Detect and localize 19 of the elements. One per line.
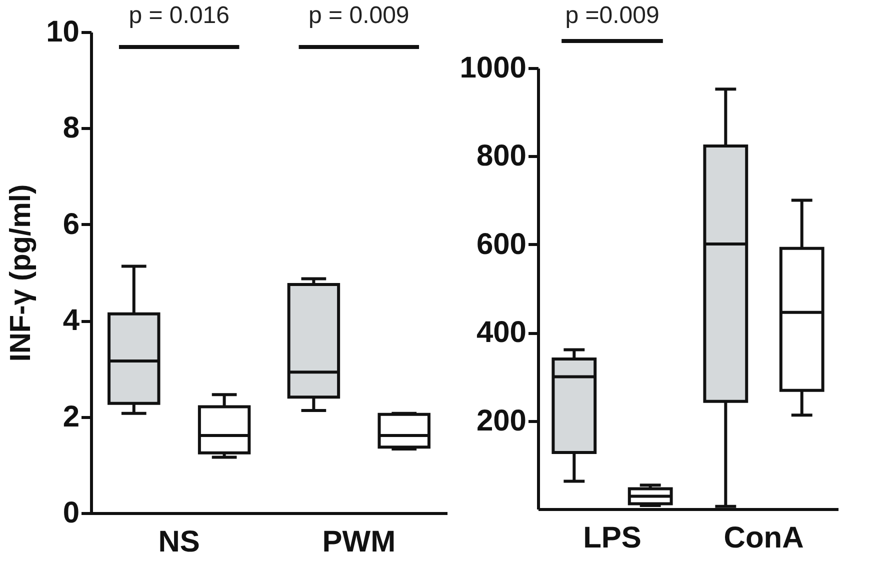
y-tick-label: 10 [46, 16, 80, 48]
y-tick-label: 4 [62, 304, 80, 338]
y-tick-label: 200 [476, 404, 526, 438]
text: p = 0.016 [128, 2, 230, 29]
y-tick-label: 1000 [460, 52, 526, 84]
y-tick-label: 6 [62, 208, 80, 241]
x-tick-label: ConA [724, 522, 804, 554]
y-tick-label: 0 [62, 496, 80, 530]
y-tick-label: 800 [476, 140, 526, 173]
x-tick-label: PWM [322, 526, 396, 558]
y-tick-label: 600 [476, 228, 526, 261]
y-tick-label: 8 [62, 112, 80, 145]
text: p = 0.009 [308, 2, 410, 29]
y-tick-label: 2 [62, 400, 80, 434]
x-tick-label: NS [158, 526, 200, 558]
y-axis-title: INF-γ (pg/ml) [5, 184, 38, 362]
text: p =0.009 [565, 2, 660, 29]
x-tick-label: LPS [583, 522, 642, 554]
y-tick-label: 400 [476, 316, 526, 350]
